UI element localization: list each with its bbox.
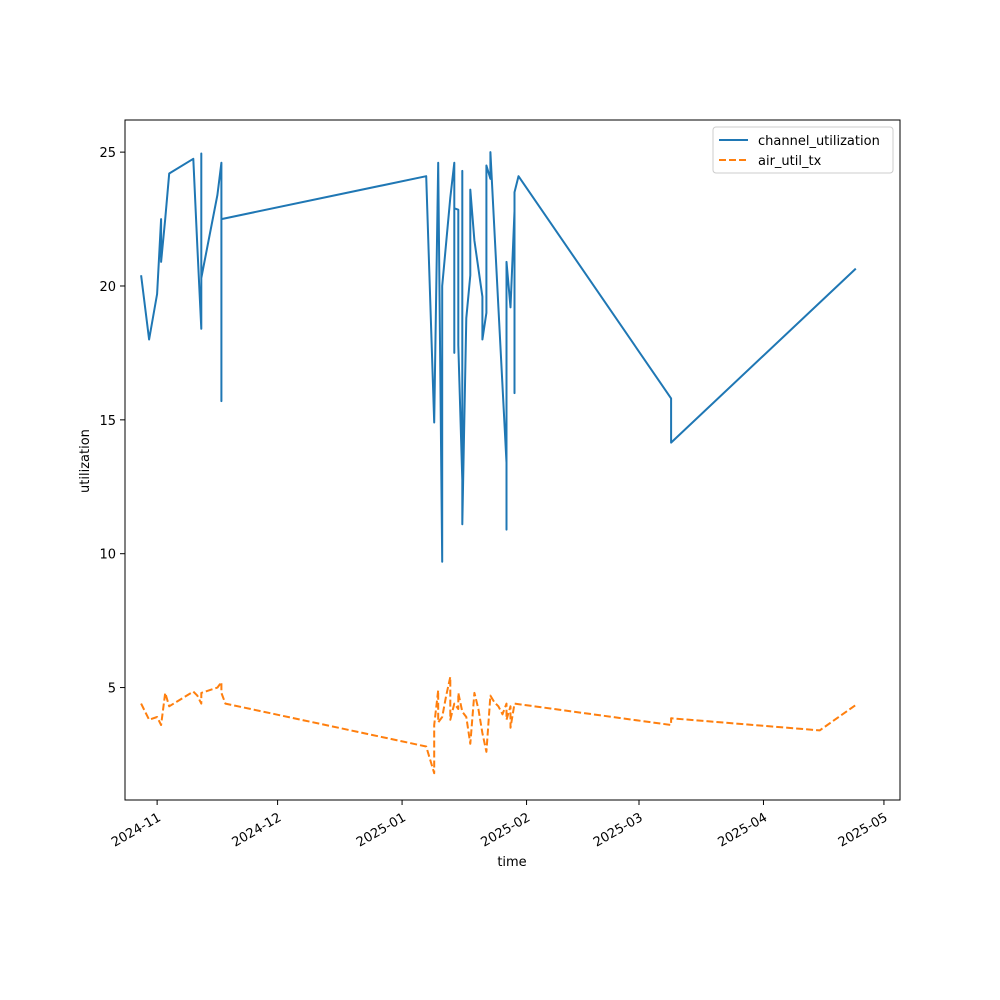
series-line-air-util-tx bbox=[140, 675, 857, 775]
y-axis-label: utilization bbox=[78, 429, 93, 493]
legend-label: air_util_tx bbox=[758, 154, 822, 169]
y-tick-label: 20 bbox=[99, 280, 116, 295]
legend-box bbox=[712, 126, 894, 174]
series-line-channel-utilization bbox=[140, 151, 857, 563]
y-tick-label: 10 bbox=[99, 548, 116, 563]
y-tick-label: 15 bbox=[99, 414, 116, 429]
plot-frame bbox=[124, 119, 901, 801]
x-axis-label: time bbox=[497, 855, 526, 870]
legend: channel_utilization air_util_tx bbox=[712, 126, 894, 174]
legend-label: channel_utilization bbox=[758, 134, 880, 149]
y-tick-label: 5 bbox=[108, 682, 116, 697]
y-tick-label: 25 bbox=[99, 146, 116, 161]
series-layer bbox=[140, 151, 857, 775]
y-axis: 5 10 15 20 25 bbox=[99, 146, 125, 697]
